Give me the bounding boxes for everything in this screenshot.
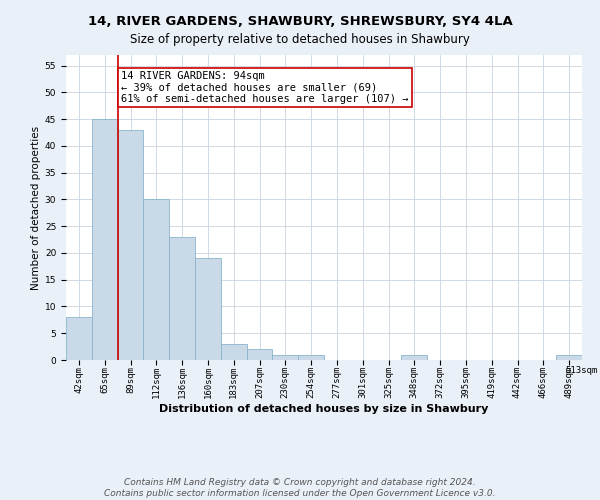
Bar — [298, 354, 324, 360]
Bar — [92, 119, 118, 360]
Bar — [272, 354, 298, 360]
Bar — [247, 350, 272, 360]
Bar — [556, 354, 582, 360]
Text: 14, RIVER GARDENS, SHAWBURY, SHREWSBURY, SY4 4LA: 14, RIVER GARDENS, SHAWBURY, SHREWSBURY,… — [88, 15, 512, 28]
Y-axis label: Number of detached properties: Number of detached properties — [31, 126, 41, 290]
Bar — [66, 317, 92, 360]
Bar — [401, 354, 427, 360]
Bar — [221, 344, 247, 360]
Text: 14 RIVER GARDENS: 94sqm
← 39% of detached houses are smaller (69)
61% of semi-de: 14 RIVER GARDENS: 94sqm ← 39% of detache… — [121, 71, 409, 104]
X-axis label: Distribution of detached houses by size in Shawbury: Distribution of detached houses by size … — [160, 404, 488, 414]
Text: Size of property relative to detached houses in Shawbury: Size of property relative to detached ho… — [130, 32, 470, 46]
Bar — [118, 130, 143, 360]
Bar — [169, 237, 195, 360]
Bar — [143, 200, 169, 360]
Text: Contains HM Land Registry data © Crown copyright and database right 2024.
Contai: Contains HM Land Registry data © Crown c… — [104, 478, 496, 498]
Bar — [195, 258, 221, 360]
